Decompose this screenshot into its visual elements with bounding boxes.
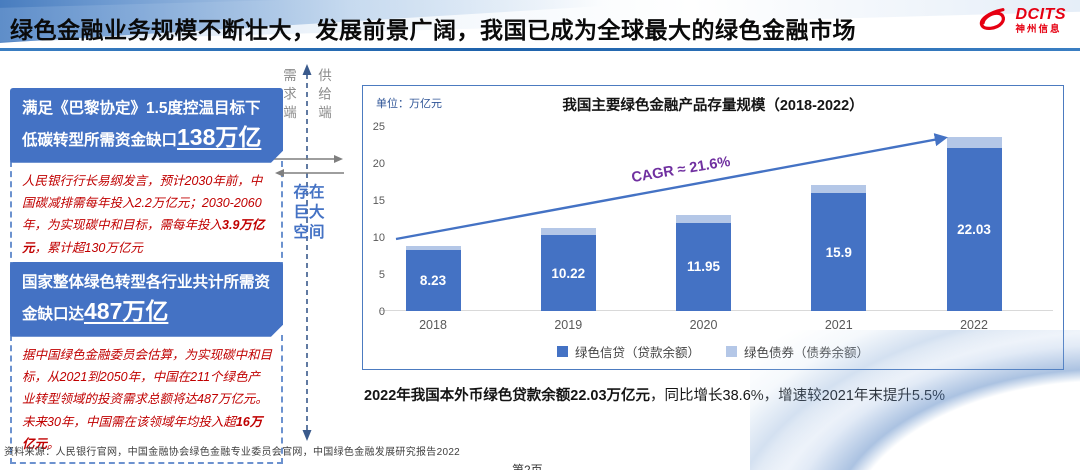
- bar-segment-loans: 15.9: [811, 193, 867, 311]
- plot-area: CAGR ≈ 21.6% 0 5 10 15 20 25 8.23 2018 10.22 2019…: [373, 121, 1053, 332]
- y-axis-tick: 5: [378, 269, 385, 281]
- logo-brand-text: DCITS: [1015, 6, 1066, 23]
- y-axis-tick: 25: [372, 121, 385, 133]
- chart-unit-label: 单位：万亿元: [376, 98, 442, 110]
- bar-segment-loans: 11.95: [676, 222, 731, 311]
- huge-gap-label: 存在 巨大 空间: [290, 183, 328, 242]
- x-axis-label: 2020: [689, 318, 718, 332]
- chart-note-bold: 2022年我国本外币绿色贷款余额22.03万亿元: [364, 388, 651, 404]
- company-logo: DCITS 神州信息: [975, 7, 1067, 35]
- box2-heading-text: 国家整体绿色转型各行业共计所需资金缺口达: [22, 274, 271, 324]
- box1-heading-number: 138万亿: [177, 124, 262, 151]
- legend-item-loans: 绿色信贷（贷款余额）: [556, 342, 700, 361]
- logo-company-text: 神州信息: [1015, 24, 1062, 35]
- x-axis-label: 2022: [960, 318, 988, 332]
- box1-body-bold: 3.9万亿元: [22, 218, 265, 255]
- cagr-annotation: CAGR ≈ 21.6%: [630, 153, 732, 187]
- x-axis-label: 2018: [419, 318, 447, 332]
- box2-heading: 国家整体绿色转型各行业共计所需资金缺口达487万亿: [10, 262, 283, 337]
- y-axis-tick: 0: [378, 306, 385, 318]
- chart-panel: 单位：万亿元 我国主要绿色金融产品存量规模（2018-2022） CAGR ≈ …: [362, 85, 1064, 370]
- arrow-right-icon: [334, 155, 343, 163]
- box1-heading: 满足《巴黎协定》1.5度控温目标下低碳转型所需资金缺口138万亿: [10, 88, 283, 163]
- y-axis-tick: 10: [372, 232, 385, 244]
- bar-segment-bonds: [405, 245, 461, 251]
- arrow-left-icon: [275, 169, 284, 177]
- y-axis-tick: 20: [372, 158, 385, 170]
- bar-segment-bonds: [540, 227, 596, 236]
- legend-item-bonds: 绿色债券（债券余额）: [726, 342, 869, 361]
- bar-value-label: 8.23: [419, 273, 447, 289]
- legend-label-bonds: 绿色债券（债券余额）: [744, 346, 870, 360]
- bar-segment-bonds: [946, 136, 1002, 148]
- bar-segment-loans: 10.22: [540, 235, 596, 311]
- dcits-swoosh-icon: [979, 8, 1005, 31]
- box2-body: 据中国绿色金融委员会估算，为实现碳中和目标，从2021到2050年，中国在211…: [10, 334, 283, 464]
- legend-label-loans: 绿色信贷（贷款余额）: [574, 346, 700, 360]
- box2-body-text: 据中国绿色金融委员会估算，为实现碳中和目标，从2021到2050年，中国在211…: [22, 347, 273, 429]
- chart-title: 我国主要绿色金融产品存量规模（2018-2022）: [562, 98, 864, 114]
- bar-segment-bonds: [676, 215, 731, 223]
- title-divider-line: [0, 48, 1080, 51]
- header-banner: [0, 0, 1080, 52]
- y-axis-tick: 15: [372, 195, 385, 207]
- funding-gap-box-national: 国家整体绿色转型各行业共计所需资金缺口达487万亿 据中国绿色金融委员会估算，为…: [10, 262, 283, 464]
- box2-body-bold: 16万亿元: [22, 414, 263, 451]
- bar-group-2022: 22.03 2022: [946, 136, 1002, 332]
- legend-swatch-1: [726, 346, 737, 357]
- bar-value-label: 15.9: [825, 244, 852, 260]
- legend-swatch-0: [556, 346, 568, 357]
- data-source-text: 资料来源：人民银行官网，中国金融协会绿色金融专业委员会官网，中国绿色金融发展研究…: [4, 447, 461, 458]
- box1-body: 人民银行行长易纲发言，预计2030年前，中国碳减排需每年投入2.2万亿元；203…: [10, 160, 283, 268]
- box2-heading-number: 487万亿: [84, 298, 169, 325]
- bar-value-label: 10.22: [551, 265, 586, 281]
- bar-group-2018: 8.23 2018: [405, 245, 461, 332]
- bar-segment-loans: 8.23: [405, 250, 461, 311]
- page-number: 第2页: [512, 463, 543, 470]
- gap-label-line2: 巨大: [293, 203, 325, 221]
- chart-note-rest: ，同比增长38.6%，增速较2021年末提升5.5%: [650, 388, 945, 404]
- demand-supply-divider: [274, 64, 344, 441]
- bar-segment-bonds: [811, 185, 867, 194]
- bar-group-2019: 10.22 2019: [540, 227, 596, 332]
- box1-heading-text: 满足《巴黎协定》1.5度控温目标下低碳转型所需资金缺口: [22, 100, 261, 150]
- arrow-up-icon: [302, 64, 312, 75]
- chart-legend: 绿色信贷（贷款余额） 绿色债券（债券余额）: [363, 342, 1063, 361]
- x-axis-label: 2019: [554, 318, 583, 332]
- box1-body-text-2: ，累计超130万亿元: [34, 240, 143, 255]
- funding-gap-box-paris: 满足《巴黎协定》1.5度控温目标下低碳转型所需资金缺口138万亿 人民银行行长易…: [10, 88, 283, 268]
- supply-side-label: 供给端: [316, 68, 331, 124]
- bar-group-2020: 11.95 2020: [676, 215, 731, 332]
- bar-value-label: 11.95: [686, 259, 721, 275]
- bar-group-2021: 15.9 2021: [811, 185, 867, 332]
- demand-side-label: 需求端: [281, 68, 296, 124]
- x-axis-label: 2021: [824, 318, 853, 332]
- chart-note: 2022年我国本外币绿色贷款余额22.03万亿元，同比增长38.6%，增速较20…: [364, 384, 1074, 405]
- bar-segment-loans: 22.03: [946, 147, 1002, 311]
- box2-body-text-2: 。: [47, 436, 60, 451]
- bar-value-label: 22.03: [957, 221, 991, 237]
- arrow-down-icon: [302, 430, 312, 441]
- box1-body-text: 人民银行行长易纲发言，预计2030年前，中国碳减排需每年投入2.2万亿元；203…: [22, 173, 263, 233]
- gap-label-line1: 存在: [293, 184, 325, 201]
- page-title: 绿色金融业务规模不断壮大，发展前景广阔，我国已成为全球最大的绿色金融市场: [10, 17, 856, 43]
- gap-label-line3: 空间: [293, 223, 325, 241]
